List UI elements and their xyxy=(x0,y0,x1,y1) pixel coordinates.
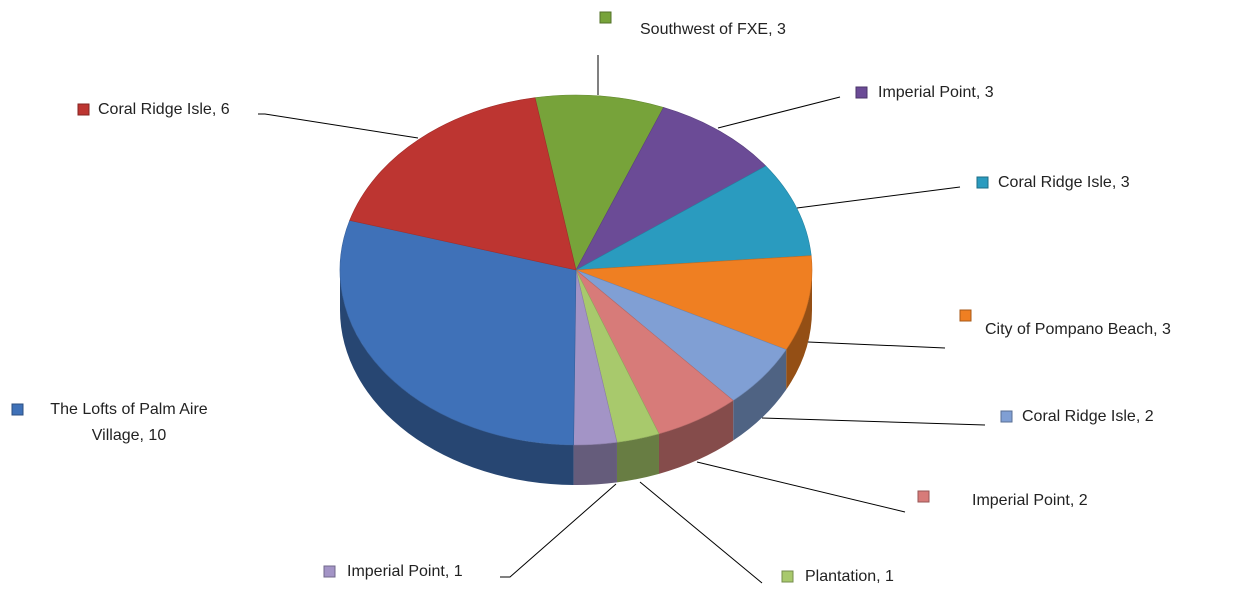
label-marker xyxy=(855,86,868,99)
leader-line xyxy=(717,96,841,129)
label-marker xyxy=(959,309,972,322)
pie-side xyxy=(616,433,659,483)
leader-line xyxy=(761,417,986,426)
data-label: Plantation, 1 xyxy=(805,568,894,585)
label-marker xyxy=(323,565,336,578)
data-label: Coral Ridge Isle, 6 xyxy=(98,101,230,118)
pie-slice xyxy=(575,255,813,350)
pie-slice xyxy=(534,94,664,271)
pie-side xyxy=(786,270,812,390)
label-marker xyxy=(599,11,612,24)
pie-side xyxy=(658,400,734,474)
label-marker xyxy=(1000,410,1013,423)
pie-side xyxy=(733,349,787,441)
label-marker xyxy=(77,103,90,116)
leader-line xyxy=(696,461,906,513)
data-label: Southwest of FXE, 3 xyxy=(640,21,786,38)
data-label: Imperial Point, 3 xyxy=(878,84,994,101)
label-marker xyxy=(917,490,930,503)
label-marker xyxy=(781,570,794,583)
pie-side xyxy=(340,270,574,485)
leader-line xyxy=(258,113,419,139)
label-marker xyxy=(11,403,24,416)
leader-line xyxy=(500,483,617,578)
pie-slice xyxy=(575,107,767,271)
label-marker xyxy=(976,176,989,189)
pie-slice xyxy=(339,220,577,446)
data-label: City of Pompano Beach, 3 xyxy=(985,321,1171,338)
data-label: The Lofts of Palm Aire Village, 10 xyxy=(50,401,208,444)
data-label: Coral Ridge Isle, 2 xyxy=(1022,408,1154,425)
data-label: Imperial Point, 1 xyxy=(347,563,463,580)
data-label: Imperial Point, 2 xyxy=(972,492,1088,509)
pie-slice xyxy=(575,165,812,271)
pie-slice xyxy=(349,97,577,271)
leader-line xyxy=(807,341,946,349)
leader-line xyxy=(639,481,763,584)
leader-line xyxy=(796,186,961,209)
pie-side xyxy=(573,442,617,485)
data-label: Coral Ridge Isle, 3 xyxy=(998,174,1130,191)
